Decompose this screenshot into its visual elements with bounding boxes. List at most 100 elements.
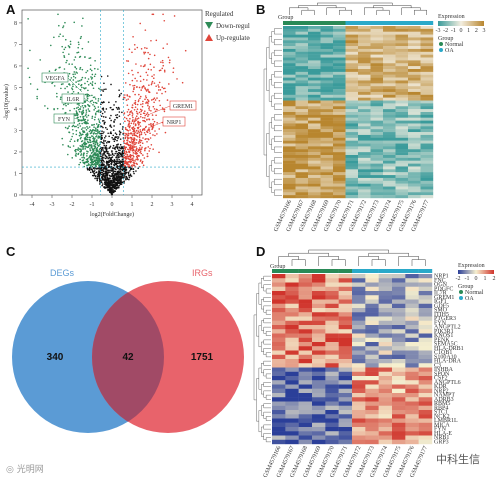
group-cell [338,269,353,273]
heatmap-cell [295,80,309,84]
heatmap-cell [345,48,359,52]
heatmap-cell [370,189,384,193]
heatmap-cell [272,274,286,279]
volcano-point [81,112,83,115]
volcano-point [114,152,117,155]
gene-callout-fyn: FYN [53,113,75,124]
heatmap-cell [358,106,371,110]
heatmap-cell [418,342,433,347]
heatmap-cell [395,134,409,138]
dendrogram-branch [271,31,275,43]
dendrogram-branch [271,95,275,107]
volcano-point [128,178,130,181]
volcano-point [132,90,134,93]
volcano-point [131,120,134,123]
volcano-point [100,150,103,152]
volcano-point [162,13,164,16]
heatmap-cell [395,103,409,107]
heatmap-cell [333,186,346,190]
heatmap-cell [365,278,379,283]
heatmap-cell [408,117,421,121]
heatmap-cell [345,91,359,95]
heatmap-cell [285,393,299,398]
heatmap-cell [420,51,434,55]
volcano-point [88,126,91,128]
heatmap-cell [333,140,346,144]
volcano-point [106,75,109,77]
colorbar-tick: 0 [475,276,478,282]
heatmap-cell [420,63,434,67]
volcano-point [108,177,111,180]
heatmap-cell [283,86,296,90]
heatmap-cell [352,384,366,389]
volcano-point [123,180,125,183]
volcano-point [71,63,73,65]
heatmap-cell [295,26,309,30]
heatmap-cell [392,380,406,385]
heatmap-cell [308,86,321,90]
heatmap-cell [358,69,371,73]
heatmap-cell [333,163,346,167]
volcano-point [121,168,124,171]
heatmap-cell [295,166,309,170]
heatmap-cell [283,132,296,136]
heatmap-cell [320,48,334,52]
volcano-point [134,106,137,108]
heatmap-cell [395,157,409,161]
heatmap-cell [345,26,359,30]
volcano-point [127,162,129,164]
heatmap-cell [352,286,366,292]
dendrogram-branch [263,433,271,440]
volcano-point [97,173,99,176]
heatmap-cell [392,359,406,364]
heatmap-cell [325,342,339,347]
heatmap-cell [345,74,359,78]
volcano-point [100,132,102,135]
volcano-point [75,150,77,153]
volcano-point [80,136,82,139]
volcano-point [134,103,137,106]
volcano-point [166,43,168,45]
volcano-point [113,170,116,173]
group-cell [295,21,309,25]
volcano-point [119,173,121,176]
volcano-point [164,90,167,93]
heatmap-cell [365,354,379,360]
heatmap-cell [392,316,406,321]
volcano-point [148,90,150,93]
volcano-point [84,148,87,150]
volcano-point [77,153,79,156]
heatmap-cell [378,299,393,304]
heatmap-cell [378,337,393,343]
heatmap-cell [333,143,346,147]
heatmap-cell [405,388,419,394]
group-cell [420,21,434,25]
heatmap-cell [405,439,419,445]
heatmap-cell [420,91,434,95]
volcano-point [87,151,89,153]
heatmap-cell [298,299,313,304]
volcano-point [146,152,149,155]
volcano-point [67,45,70,47]
volcano-point [139,22,142,25]
volcano-point [68,53,70,55]
volcano-point [152,77,155,80]
heatmap-cell [408,123,421,127]
volcano-point [132,73,134,76]
heatmap-cell [395,60,409,64]
heatmap-cell [308,169,321,173]
volcano-point [84,142,87,145]
volcano-point [127,72,130,75]
heatmap-cell [298,346,313,351]
heatmap-cell [365,431,379,436]
volcano-point [86,140,89,143]
heatmap-cell [365,371,379,377]
heatmap-cell [312,439,326,445]
volcano-point [86,96,88,98]
heatmap-cell [272,312,286,317]
volcano-point [96,144,99,146]
heatmap-cell [333,89,346,93]
volcano-point [58,35,60,38]
heatmap-cell [298,397,313,402]
heatmap-cell [325,316,339,321]
